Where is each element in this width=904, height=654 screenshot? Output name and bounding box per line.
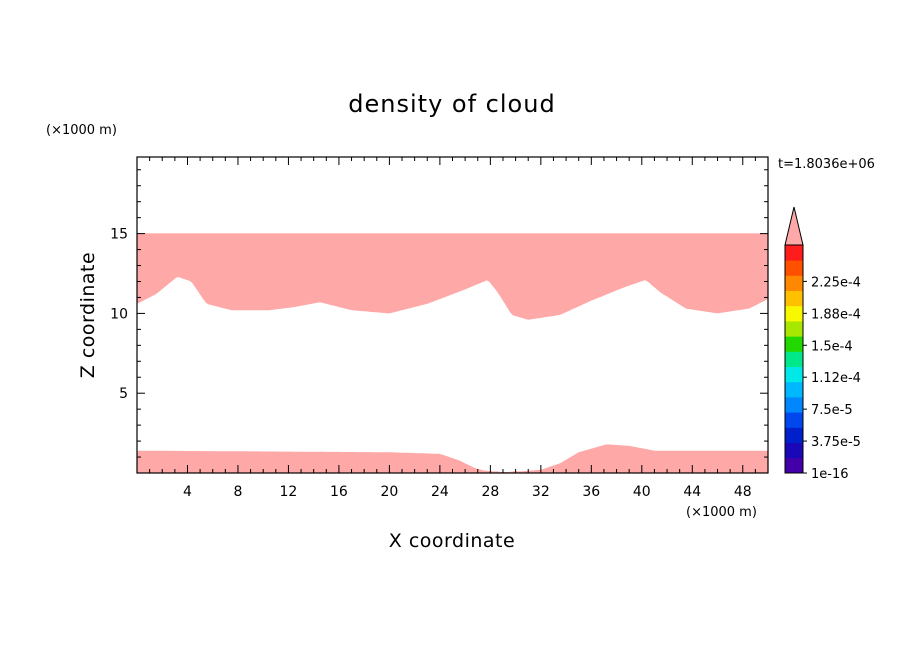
colorbar-label: 1.5e-4: [811, 339, 853, 354]
colorbar-swatch: [785, 321, 803, 337]
x-tick-label: 32: [532, 484, 550, 500]
colorbar-swatch: [785, 260, 803, 276]
x-tick-label: 16: [330, 484, 348, 500]
time-label: t=1.8036e+06: [778, 157, 875, 172]
y-axis-label: Z coordinate: [77, 252, 99, 378]
colorbar-swatch: [785, 381, 803, 398]
colorbar-swatch: [785, 305, 803, 322]
colorbar-swatch: [785, 397, 803, 413]
colorbar: 1e-16 3.75e-5 7.5e-5 1.12e-4 1.5e-4 1.88e-4 2.…: [784, 206, 861, 482]
y-tick-label: 10: [110, 306, 128, 322]
plot-frame: [136, 156, 769, 474]
colorbar-swatch: [785, 366, 803, 383]
colorbar-overflow-triangle: [784, 206, 804, 246]
colorbar-swatch: [785, 275, 803, 291]
colorbar-swatch: [785, 290, 803, 307]
colorbar-swatch: [785, 351, 803, 367]
x-axis-label: X coordinate: [389, 530, 515, 552]
upper-band-15: [137, 233, 768, 320]
x-tick-label: 12: [280, 484, 298, 500]
colorbar-label: 2.25e-4: [811, 275, 861, 290]
colorbar-swatch: [785, 442, 803, 459]
colorbar-swatch: [785, 412, 803, 428]
x-tick-label: 4: [183, 484, 192, 500]
colorbar-swatch: [785, 336, 803, 352]
x-unit-label: (×1000 m): [686, 505, 757, 520]
colorbar-label: 1e-16: [811, 467, 849, 482]
x-tick-label: 48: [734, 484, 752, 500]
colorbar-swatch: [785, 427, 803, 443]
y-tick-label: 15: [110, 227, 128, 243]
colorbar-label: 1.88e-4: [811, 307, 861, 322]
x-tick-label: 24: [431, 484, 449, 500]
y-unit-label: (×1000 m): [46, 123, 117, 138]
y-tick-label: 5: [119, 386, 128, 402]
x-tick-label: 40: [633, 484, 651, 500]
colorbar-swatch: [785, 457, 803, 474]
colorbar-label: 3.75e-5: [811, 435, 861, 450]
x-tick-label: 28: [481, 484, 499, 500]
x-tick-label: 20: [380, 484, 398, 500]
x-tick-label: 36: [582, 484, 600, 500]
x-axis: 4 8 12 16 20 24 28 32 36 40 44 48: [149, 157, 756, 500]
colorbar-swatch: [785, 245, 803, 261]
colorbar-frame: [784, 244, 804, 474]
x-tick-label: 8: [233, 484, 242, 500]
lower-band-15: [137, 444, 768, 473]
colorbar-label: 7.5e-5: [811, 403, 853, 418]
colorbar-label: 1.12e-4: [811, 371, 861, 386]
density-field: [137, 233, 768, 473]
y-axis: 5 10 15: [110, 169, 768, 458]
chart-title: density of cloud: [348, 90, 555, 118]
x-tick-label: 44: [683, 484, 701, 500]
